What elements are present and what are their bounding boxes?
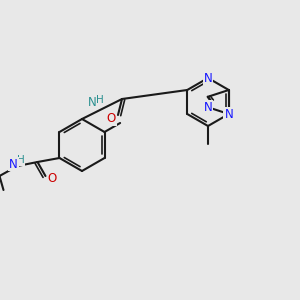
Text: N: N <box>224 107 233 121</box>
Text: N: N <box>9 158 18 170</box>
Text: H: H <box>96 95 104 105</box>
Text: H: H <box>16 155 24 165</box>
Text: O: O <box>106 112 116 125</box>
Text: N: N <box>88 97 96 110</box>
Text: O: O <box>48 172 57 185</box>
Text: N: N <box>204 71 212 85</box>
Text: N: N <box>203 101 212 114</box>
